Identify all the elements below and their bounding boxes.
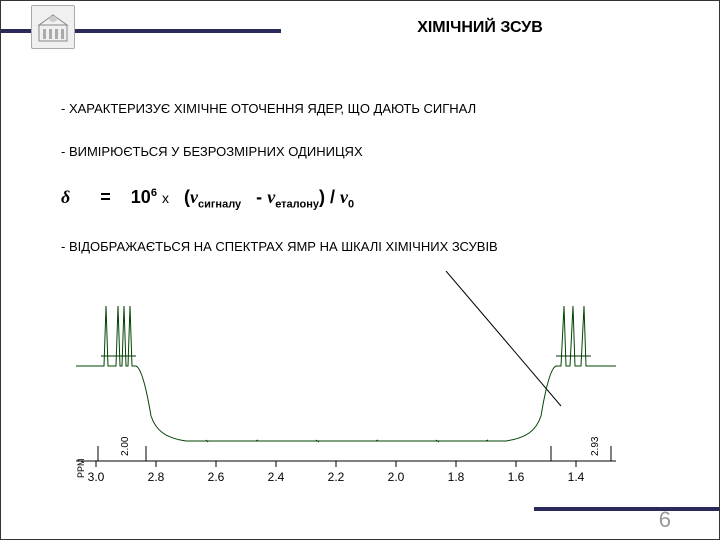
formula-factor: 10 (131, 187, 151, 207)
formula-sub3: 0 (348, 199, 354, 211)
content-area: - ХАРАКТЕРИЗУЄ ХІМІЧНЕ ОТОЧЕННЯ ЯДЕР, ЩО… (61, 101, 659, 282)
xtick-3: 2.4 (268, 470, 285, 484)
formula-minus: - (256, 187, 262, 207)
xtick-1: 2.8 (148, 470, 165, 484)
formula-sub2: еталону (275, 199, 319, 211)
peak-label-right: 2.93 (590, 436, 601, 456)
xtick-6: 1.8 (448, 470, 465, 484)
formula-nu1: ν (190, 187, 198, 207)
formula-nu2: ν (267, 187, 275, 207)
formula-nu3: ν (340, 187, 348, 207)
formula: δ = 106 x (νсигналу - νеталону) / ν0 (61, 187, 659, 211)
ppm-axis-label: PPM (76, 458, 86, 478)
bullet-2: - ВИМІРЮЄТЬСЯ У БЕЗРОЗМІРНИХ ОДИНИЦЯХ (61, 144, 659, 159)
x-axis-ticks (96, 461, 576, 467)
xtick-5: 2.0 (388, 470, 405, 484)
xtick-4: 2.2 (328, 470, 345, 484)
xtick-7: 1.6 (508, 470, 525, 484)
formula-delta: δ (61, 187, 70, 207)
formula-slash: / (330, 187, 335, 207)
slide-title: ХІМІЧНИЙ ЗСУВ (281, 19, 679, 37)
formula-exp: 6 (151, 187, 157, 199)
formula-x: x (162, 190, 169, 206)
page-number: 6 (659, 507, 671, 533)
peak-label-left: 2.00 (120, 436, 131, 456)
formula-sub1: сигналу (198, 199, 241, 211)
bullet-1: - ХАРАКТЕРИЗУЄ ХІМІЧНЕ ОТОЧЕННЯ ЯДЕР, ЩО… (61, 101, 659, 116)
spectrum-trace (76, 306, 616, 441)
nmr-spectrum-chart: 3.0 2.8 2.6 2.4 2.2 2.0 1.8 1.6 1.4 2.00… (56, 306, 626, 491)
institution-logo (31, 5, 75, 49)
xtick-2: 2.6 (208, 470, 225, 484)
xtick-8: 1.4 (568, 470, 585, 484)
bullet-3: - ВІДОБРАЖАЄТЬСЯ НА СПЕКТРАХ ЯМР НА ШКАЛ… (61, 239, 659, 254)
formula-close: ) (319, 187, 325, 207)
bottom-accent-bar (534, 507, 719, 511)
slide-container: ХІМІЧНИЙ ЗСУВ - ХАРАКТЕРИЗУЄ ХІМІЧНЕ ОТО… (0, 0, 720, 540)
formula-eq: = (100, 187, 111, 207)
xtick-0: 3.0 (88, 470, 105, 484)
